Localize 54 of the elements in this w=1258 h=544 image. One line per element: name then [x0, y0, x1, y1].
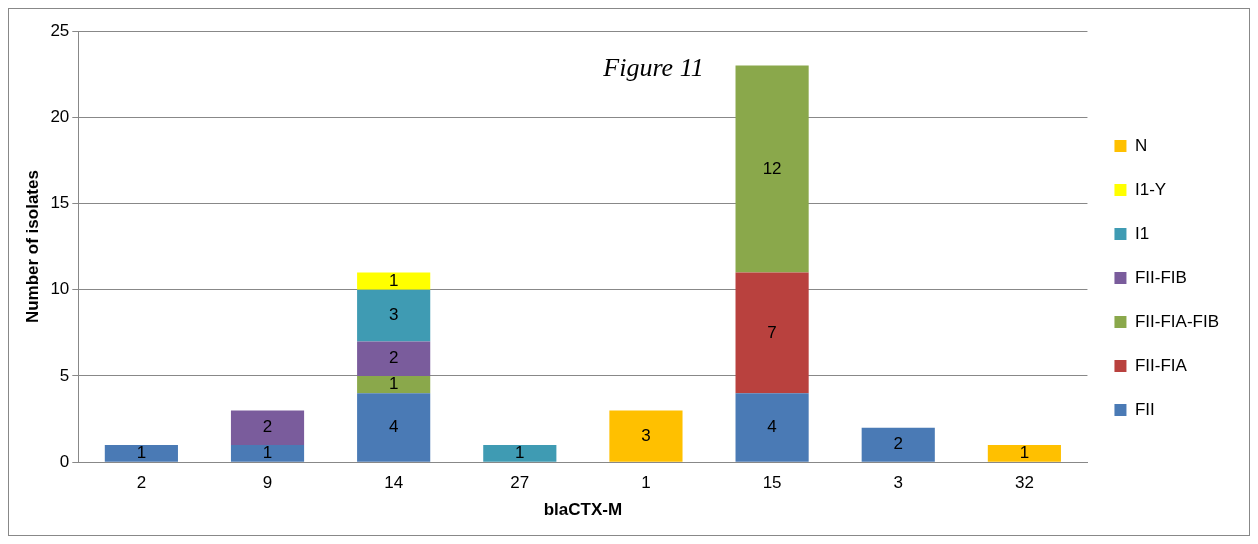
x-axis-title: blaCTX-M — [543, 500, 623, 520]
data-label: 1 — [1019, 443, 1030, 463]
data-label: 7 — [767, 322, 777, 342]
bar — [861, 427, 935, 462]
data-label: 2 — [262, 417, 273, 437]
x-tick-label: 3 — [893, 473, 903, 493]
legend-label: FII-FIA — [1134, 355, 1188, 375]
bar — [609, 410, 683, 462]
x-tick-label: 1 — [641, 473, 651, 493]
bar — [735, 272, 809, 394]
legend-label: FII — [1134, 399, 1155, 419]
y-tick-label: 5 — [59, 365, 70, 385]
bar — [357, 289, 431, 342]
bar — [357, 375, 431, 394]
x-tick-label: 32 — [1014, 473, 1034, 493]
y-tick-label: 20 — [50, 106, 70, 126]
data-label: 1 — [136, 443, 147, 463]
legend-label: N — [1134, 135, 1148, 155]
data-label: 1 — [262, 443, 273, 463]
y-tick-label: 0 — [59, 451, 70, 471]
bar — [735, 393, 809, 462]
x-tick-label: 9 — [262, 473, 273, 493]
data-label: 1 — [388, 374, 399, 394]
data-label: 2 — [388, 348, 399, 368]
bar — [357, 393, 431, 462]
bar — [104, 444, 178, 462]
data-label: 4 — [767, 417, 777, 437]
legend-label: FII-FIB — [1134, 267, 1187, 287]
bar — [987, 444, 1061, 462]
x-tick-label: 27 — [510, 473, 530, 493]
x-tick-label: 2 — [136, 473, 147, 493]
bar — [230, 410, 305, 445]
x-tick-label: 15 — [762, 473, 782, 493]
data-label: 2 — [893, 434, 903, 454]
bar — [735, 65, 809, 273]
legend-label: I1 — [1134, 223, 1150, 243]
legend-label: FII-FIA-FIB — [1134, 311, 1219, 331]
bar — [483, 444, 557, 462]
data-label: 3 — [641, 425, 651, 445]
data-label: 1 — [515, 443, 525, 463]
bar — [357, 341, 431, 376]
data-label: 4 — [388, 417, 399, 437]
bar — [230, 444, 305, 462]
data-label: 3 — [388, 305, 399, 325]
y-tick-label: 10 — [50, 279, 70, 299]
y-tick-label: 15 — [50, 193, 70, 213]
text: Figure 11 — [602, 52, 704, 82]
bar — [357, 272, 431, 290]
data-label: 1 — [388, 270, 399, 290]
data-label: 12 — [762, 158, 782, 178]
x-tick-label: 14 — [384, 473, 404, 493]
y-axis-title: Number of isolates — [22, 170, 42, 324]
legend-label: I1-Y — [1134, 179, 1167, 199]
y-tick-label: 25 — [50, 20, 70, 40]
